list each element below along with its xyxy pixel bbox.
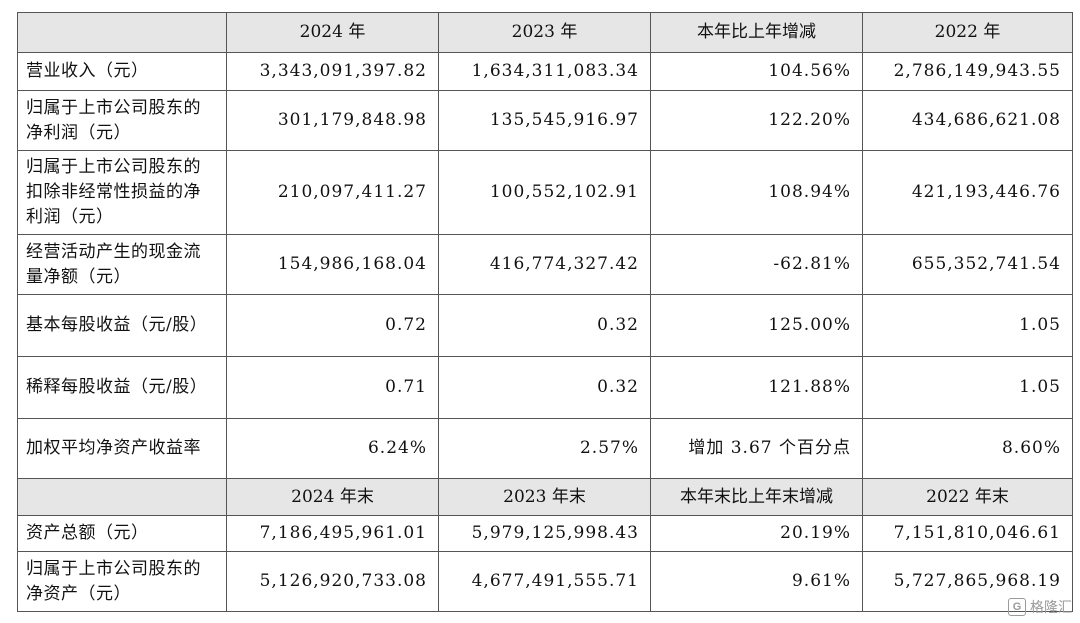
value-cell: 0.32 [438, 356, 651, 419]
row-label: 资产总额（元） [17, 515, 227, 552]
value-cell: 5,979,125,998.43 [438, 515, 651, 552]
value-cell: 104.56% [650, 52, 863, 91]
table-row: 经营活动产生的现金流量净额（元） 154,986,168.04 416,774,… [17, 234, 1073, 295]
table-header-row: 2024 年 2023 年 本年比上年增减 2022 年 [17, 12, 1073, 53]
gelonghui-logo-icon: G [1008, 598, 1026, 616]
value-cell: 4,677,491,555.71 [438, 551, 651, 612]
value-cell: 121.88% [650, 356, 863, 419]
value-cell: 0.71 [226, 356, 439, 419]
value-cell: 3,343,091,397.82 [226, 52, 439, 91]
row-label: 稀释每股收益（元/股） [17, 356, 227, 419]
value-cell: 122.20% [650, 90, 863, 151]
value-cell: 6.24% [226, 418, 439, 479]
value-cell: 1.05 [862, 294, 1073, 357]
table-row: 资产总额（元） 7,186,495,961.01 5,979,125,998.4… [17, 515, 1073, 552]
header-cell: 2024 年末 [226, 478, 439, 516]
value-cell: 2,786,149,943.55 [862, 52, 1073, 91]
header-cell: 2023 年末 [438, 478, 651, 516]
value-cell: 154,986,168.04 [226, 234, 439, 295]
value-cell: 9.61% [650, 551, 863, 612]
table-row: 营业收入（元） 3,343,091,397.82 1,634,311,083.3… [17, 52, 1073, 91]
value-cell: 增加 3.67 个百分点 [650, 418, 863, 479]
value-cell: 2.57% [438, 418, 651, 479]
watermark-text: 格隆汇 [1030, 599, 1072, 615]
watermark: G 格隆汇 [1008, 597, 1072, 617]
table-row: 归属于上市公司股东的净资产（元） 5,126,920,733.08 4,677,… [17, 551, 1073, 612]
value-cell: 125.00% [650, 294, 863, 357]
row-label: 归属于上市公司股东的净利润（元） [17, 90, 227, 151]
row-label: 归属于上市公司股东的扣除非经常性损益的净利润（元） [17, 150, 227, 235]
header-cell: 2024 年 [226, 12, 439, 53]
value-cell: 7,186,495,961.01 [226, 515, 439, 552]
value-cell: -62.81% [650, 234, 863, 295]
value-cell: 100,552,102.91 [438, 150, 651, 235]
header-cell: 2022 年末 [862, 478, 1073, 516]
row-label: 基本每股收益（元/股） [17, 294, 227, 357]
table-row: 基本每股收益（元/股） 0.72 0.32 125.00% 1.05 [17, 294, 1073, 357]
value-cell: 210,097,411.27 [226, 150, 439, 235]
value-cell: 5,727,865,968.19 [862, 551, 1073, 612]
value-cell: 434,686,621.08 [862, 90, 1073, 151]
financial-summary-table: 2024 年 2023 年 本年比上年增减 2022 年 营业收入（元） 3,3… [17, 12, 1073, 612]
value-cell: 8.60% [862, 418, 1073, 479]
value-cell: 0.32 [438, 294, 651, 357]
value-cell: 1,634,311,083.34 [438, 52, 651, 91]
row-label: 归属于上市公司股东的净资产（元） [17, 551, 227, 612]
value-cell: 416,774,327.42 [438, 234, 651, 295]
table-header-row: 2024 年末 2023 年末 本年末比上年末增减 2022 年末 [17, 478, 1073, 516]
value-cell: 1.05 [862, 356, 1073, 419]
value-cell: 5,126,920,733.08 [226, 551, 439, 612]
header-cell: 2022 年 [862, 12, 1073, 53]
value-cell: 20.19% [650, 515, 863, 552]
header-cell: 本年末比上年末增减 [650, 478, 863, 516]
row-label: 经营活动产生的现金流量净额（元） [17, 234, 227, 295]
value-cell: 0.72 [226, 294, 439, 357]
table-row: 归属于上市公司股东的净利润（元） 301,179,848.98 135,545,… [17, 90, 1073, 151]
table-row: 稀释每股收益（元/股） 0.71 0.32 121.88% 1.05 [17, 356, 1073, 419]
header-cell [17, 478, 227, 516]
header-cell: 本年比上年增减 [650, 12, 863, 53]
row-label: 加权平均净资产收益率 [17, 418, 227, 479]
value-cell: 421,193,446.76 [862, 150, 1073, 235]
value-cell: 135,545,916.97 [438, 90, 651, 151]
table-row: 归属于上市公司股东的扣除非经常性损益的净利润（元） 210,097,411.27… [17, 150, 1073, 235]
row-label: 营业收入（元） [17, 52, 227, 91]
header-cell [17, 12, 227, 53]
value-cell: 108.94% [650, 150, 863, 235]
value-cell: 7,151,810,046.61 [862, 515, 1073, 552]
table-row: 加权平均净资产收益率 6.24% 2.57% 增加 3.67 个百分点 8.60… [17, 418, 1073, 479]
header-cell: 2023 年 [438, 12, 651, 53]
value-cell: 301,179,848.98 [226, 90, 439, 151]
value-cell: 655,352,741.54 [862, 234, 1073, 295]
